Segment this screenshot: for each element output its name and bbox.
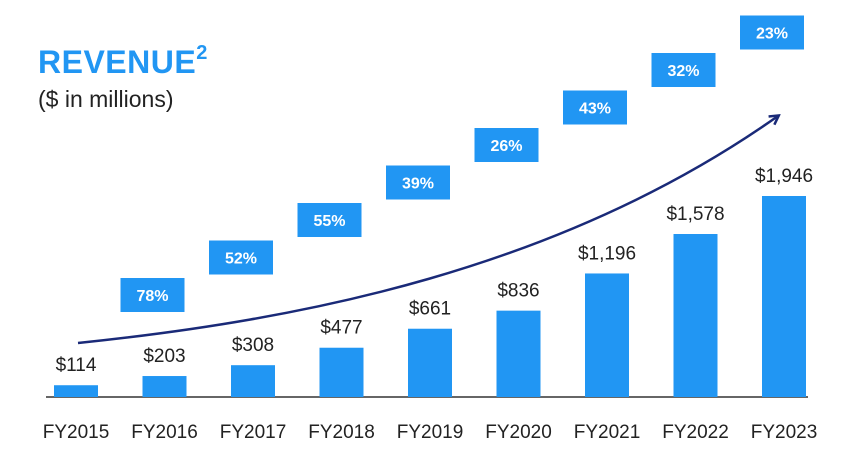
growth-badge	[563, 90, 627, 125]
growth-badge	[297, 203, 362, 237]
bar-fy2019	[408, 328, 452, 397]
value-label: $203	[143, 346, 185, 367]
chart-title-text: REVENUE	[38, 44, 197, 80]
growth-badge	[651, 53, 716, 87]
value-label: $114	[56, 355, 97, 376]
chart-title: REVENUE2	[38, 42, 208, 81]
x-tick-label: FY2015	[43, 422, 110, 443]
x-tick-label: FY2016	[131, 422, 198, 443]
value-label: $1,578	[666, 204, 724, 225]
growth-label: 32%	[667, 63, 699, 80]
bar-fy2022	[673, 234, 718, 397]
x-tick-label: FY2021	[574, 422, 641, 443]
trend-arrow	[77, 116, 778, 345]
bar-fy2021	[585, 273, 629, 397]
bar-fy2016	[142, 376, 187, 397]
growth-label: 55%	[313, 213, 345, 230]
bar-fy2023	[762, 196, 806, 397]
bar-fy2017	[231, 365, 275, 397]
bar-fy2018	[319, 347, 364, 397]
growth-badge	[209, 240, 273, 275]
growth-label: 78%	[136, 288, 168, 305]
growth-label: 39%	[402, 176, 434, 193]
x-tick-label: FY2019	[397, 422, 464, 443]
trend-arrow-layer	[77, 116, 778, 345]
value-label: $661	[409, 299, 451, 320]
chart-subtitle: ($ in millions)	[38, 86, 174, 112]
labels-layer: $114 FY2015 $203 FY2016 $308 FY2017 $477 FY2018…	[43, 166, 818, 443]
bar-fy2020	[496, 310, 541, 397]
growth-label: 43%	[579, 101, 611, 118]
value-label: $1,946	[755, 166, 813, 187]
value-label: $477	[320, 318, 362, 339]
value-label: $836	[497, 281, 539, 302]
value-label: $1,196	[578, 243, 636, 264]
growth-badge	[386, 165, 450, 200]
bars-layer	[54, 196, 806, 397]
x-tick-label: FY2018	[308, 422, 375, 443]
growth-badge	[474, 128, 539, 162]
growth-badge	[120, 278, 185, 312]
bar-fy2015	[54, 385, 98, 397]
value-label: $308	[232, 335, 274, 356]
growth-badges-layer: 78% 52% 55% 39% 26% 43% 32% 23%	[120, 15, 804, 312]
growth-badge	[740, 15, 804, 50]
x-tick-label: FY2022	[662, 422, 729, 443]
x-tick-label: FY2020	[485, 422, 552, 443]
growth-label: 52%	[225, 251, 257, 268]
x-tick-label: FY2023	[751, 422, 818, 443]
growth-label: 23%	[756, 26, 788, 43]
x-tick-label: FY2017	[220, 422, 287, 443]
growth-label: 26%	[490, 138, 522, 155]
title-superscript: 2	[196, 42, 208, 65]
